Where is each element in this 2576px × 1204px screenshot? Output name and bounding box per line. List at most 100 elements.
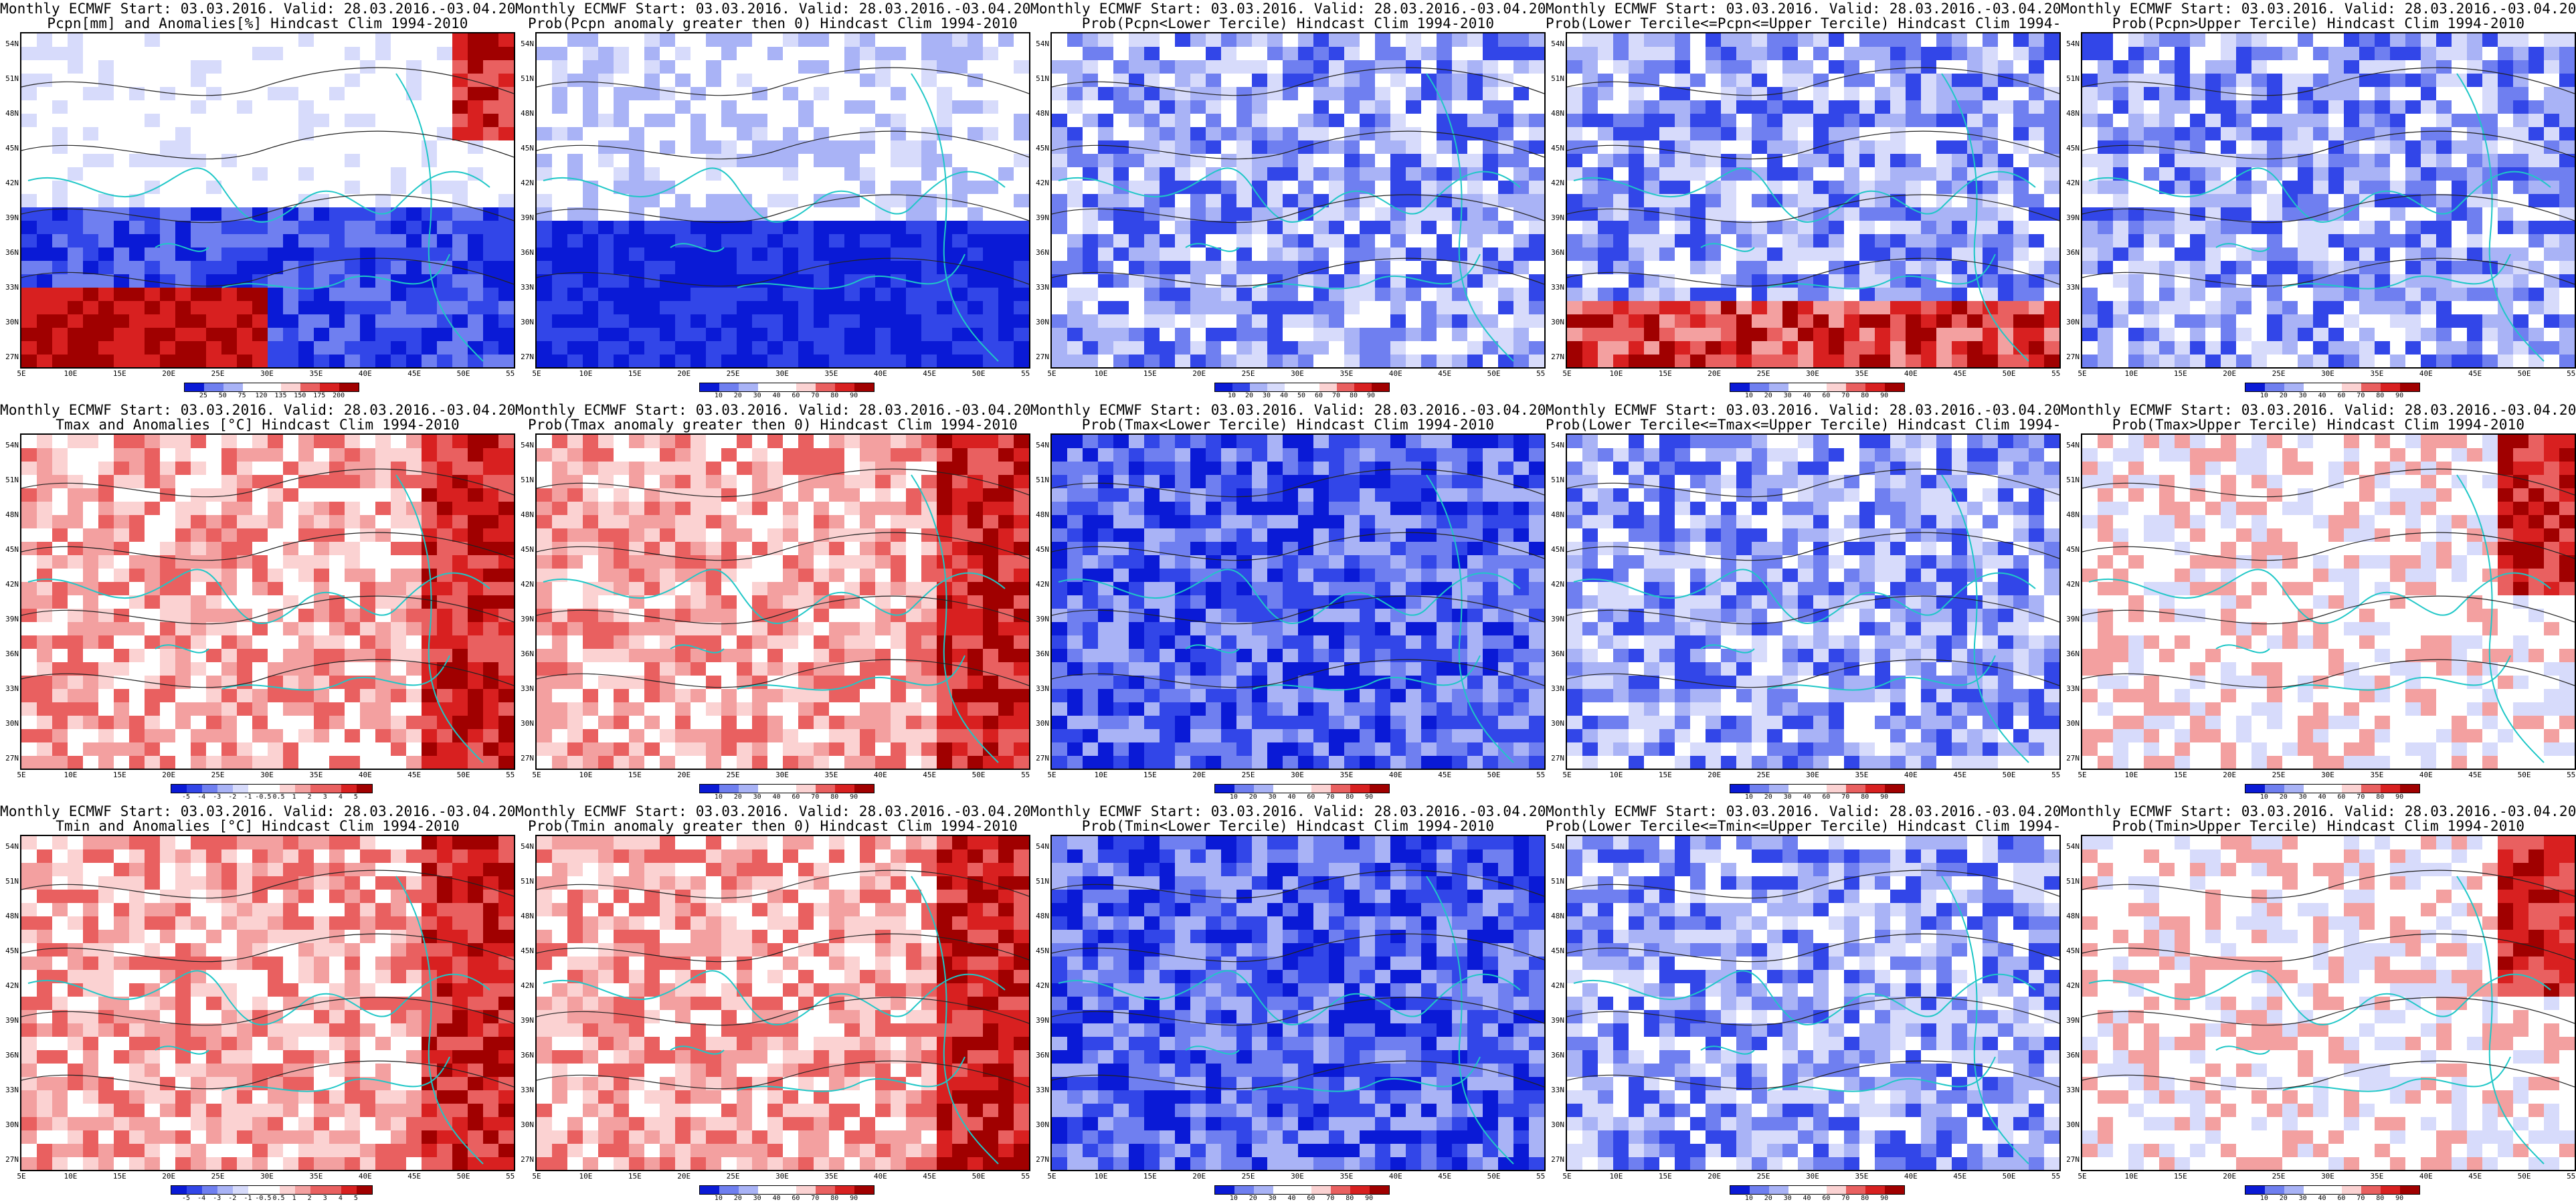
colorbar-label: 135	[274, 392, 287, 399]
latitude-label: 33N	[1036, 283, 1049, 292]
contour-line	[537, 870, 1029, 899]
contour-line	[21, 258, 514, 287]
colorbar-segment	[757, 383, 777, 391]
contour-line	[537, 468, 1029, 498]
map-field	[1567, 435, 2059, 769]
latitude-label: 54N	[5, 441, 19, 449]
panel-subtitle: Prob(Tmax>Upper Tercile) Hindcast Clim 1…	[2112, 417, 2525, 433]
contour-line	[537, 933, 1029, 963]
coastline	[2088, 876, 2551, 1165]
colorbar-label: 80	[1349, 392, 1358, 399]
longitude-label: 55E	[2567, 369, 2576, 378]
latitude-label: 48N	[5, 109, 19, 118]
latitude-label: 33N	[2066, 684, 2080, 693]
colorbar-segment	[2264, 383, 2284, 391]
latitude-label: 51N	[2066, 476, 2080, 484]
contour-line	[21, 130, 514, 160]
panel-title: Monthly ECMWF Start: 03.03.2016. Valid: …	[515, 803, 1030, 819]
colorbar-segment	[223, 383, 243, 391]
colorbar-label: 80	[1861, 1195, 1869, 1202]
colorbar-label: 200	[333, 392, 345, 399]
colorbar-label: -3	[213, 1195, 221, 1202]
latitude-label: 33N	[2066, 1086, 2080, 1094]
contour-line	[1052, 130, 1544, 160]
contour-line	[537, 194, 1029, 223]
colorbar-label: -5	[182, 793, 191, 801]
latitude-label: 39N	[521, 1016, 534, 1025]
longitude-label: 15E	[1658, 771, 1672, 779]
colorbar-label: 20	[2279, 793, 2288, 801]
longitude-label: 40E	[2419, 1172, 2433, 1181]
longitude-label: 30E	[260, 1172, 274, 1181]
colorbar-segment	[1885, 383, 1905, 391]
colorbar-segment	[279, 785, 295, 793]
latitude-label: 39N	[2066, 1016, 2080, 1025]
colorbar-label: 40	[772, 392, 781, 399]
longitude-label: 35E	[309, 771, 323, 779]
panel-title: Monthly ECMWF Start: 03.03.2016. Valid: …	[0, 402, 515, 418]
contour-line	[2082, 1060, 2575, 1090]
longitude-label: 45E	[407, 369, 422, 378]
colorbar-segment	[854, 1186, 875, 1194]
latitude-label: 51N	[1551, 877, 1564, 886]
latitude-label: 42N	[5, 981, 19, 990]
latitude-label: 30N	[5, 318, 19, 326]
colorbar-segment	[1807, 1186, 1827, 1194]
colorbar-segment	[1807, 785, 1827, 793]
colorbar-segment	[341, 785, 357, 793]
colorbar-label: 90	[2395, 1195, 2404, 1202]
colorbar-segment	[835, 785, 855, 793]
colorbar-label: 60	[792, 392, 800, 399]
colorbar-label: 30	[753, 793, 761, 801]
colorbar-label: 10	[714, 392, 723, 399]
map-area	[20, 433, 515, 770]
latitude-label: 51N	[521, 74, 534, 83]
map-area	[535, 32, 1030, 369]
panel-subtitle: Tmin and Anomalies [°C] Hindcast Clim 19…	[56, 818, 460, 834]
colorbar-segment	[1311, 785, 1331, 793]
longitude-label: 25E	[211, 1172, 225, 1181]
map-panel-pcpn-prob-lower: Monthly ECMWF Start: 03.03.2016. Valid: …	[1030, 0, 1546, 401]
colorbar-label: -3	[213, 793, 221, 801]
colorbar-segment	[1749, 1186, 1769, 1194]
longitude-label: 50E	[2002, 771, 2016, 779]
colorbar-segment	[242, 383, 262, 391]
longitude-label: 35E	[309, 1172, 323, 1181]
colorbar-segment	[187, 785, 203, 793]
latitude-label: 33N	[5, 283, 19, 292]
colorbar-label: 2	[307, 793, 312, 801]
colorbar-label: 70	[1331, 392, 1341, 399]
colorbar-label: 60	[2337, 1195, 2346, 1202]
colorbar-label: 70	[811, 793, 820, 801]
latitude-label: 36N	[5, 248, 19, 257]
colorbar-label: 40	[2318, 392, 2326, 399]
latitude-label: 42N	[1551, 981, 1564, 990]
panel-subtitle: Tmax and Anomalies [°C] Hindcast Clim 19…	[56, 417, 460, 433]
colorbar-label: -2	[228, 1195, 237, 1202]
colorbar-label: 175	[313, 392, 326, 399]
latitude-label: 42N	[1036, 179, 1049, 187]
longitude-label: 30E	[2321, 369, 2334, 378]
latitude-label: 27N	[5, 353, 19, 361]
latitude-label: 30N	[521, 719, 534, 728]
colorbar-segment	[2264, 785, 2284, 793]
contour-line	[537, 595, 1029, 625]
colorbar-segment	[1273, 785, 1293, 793]
colorbar-segment	[320, 383, 340, 391]
colorbar-segment	[1807, 383, 1827, 391]
longitude-label: 30E	[260, 369, 274, 378]
colorbar-label: -0.5	[255, 793, 272, 801]
colorbar-label: 90	[1366, 392, 1376, 399]
longitude-label: 25E	[1756, 369, 1770, 378]
longitude-label: 5E	[2078, 1172, 2087, 1181]
contour-line	[21, 468, 514, 498]
map-field	[1052, 435, 1544, 769]
colorbar-segment	[2361, 383, 2381, 391]
longitude-label: 10E	[64, 1172, 78, 1181]
colorbar-label: 80	[1346, 1195, 1354, 1202]
latitude-label: 27N	[2066, 1155, 2080, 1164]
colorbar-label: 80	[2376, 392, 2385, 399]
longitude-label: 35E	[1855, 369, 1869, 378]
latitude-label: 39N	[5, 1016, 19, 1025]
longitude-label: 55E	[1536, 369, 1546, 378]
